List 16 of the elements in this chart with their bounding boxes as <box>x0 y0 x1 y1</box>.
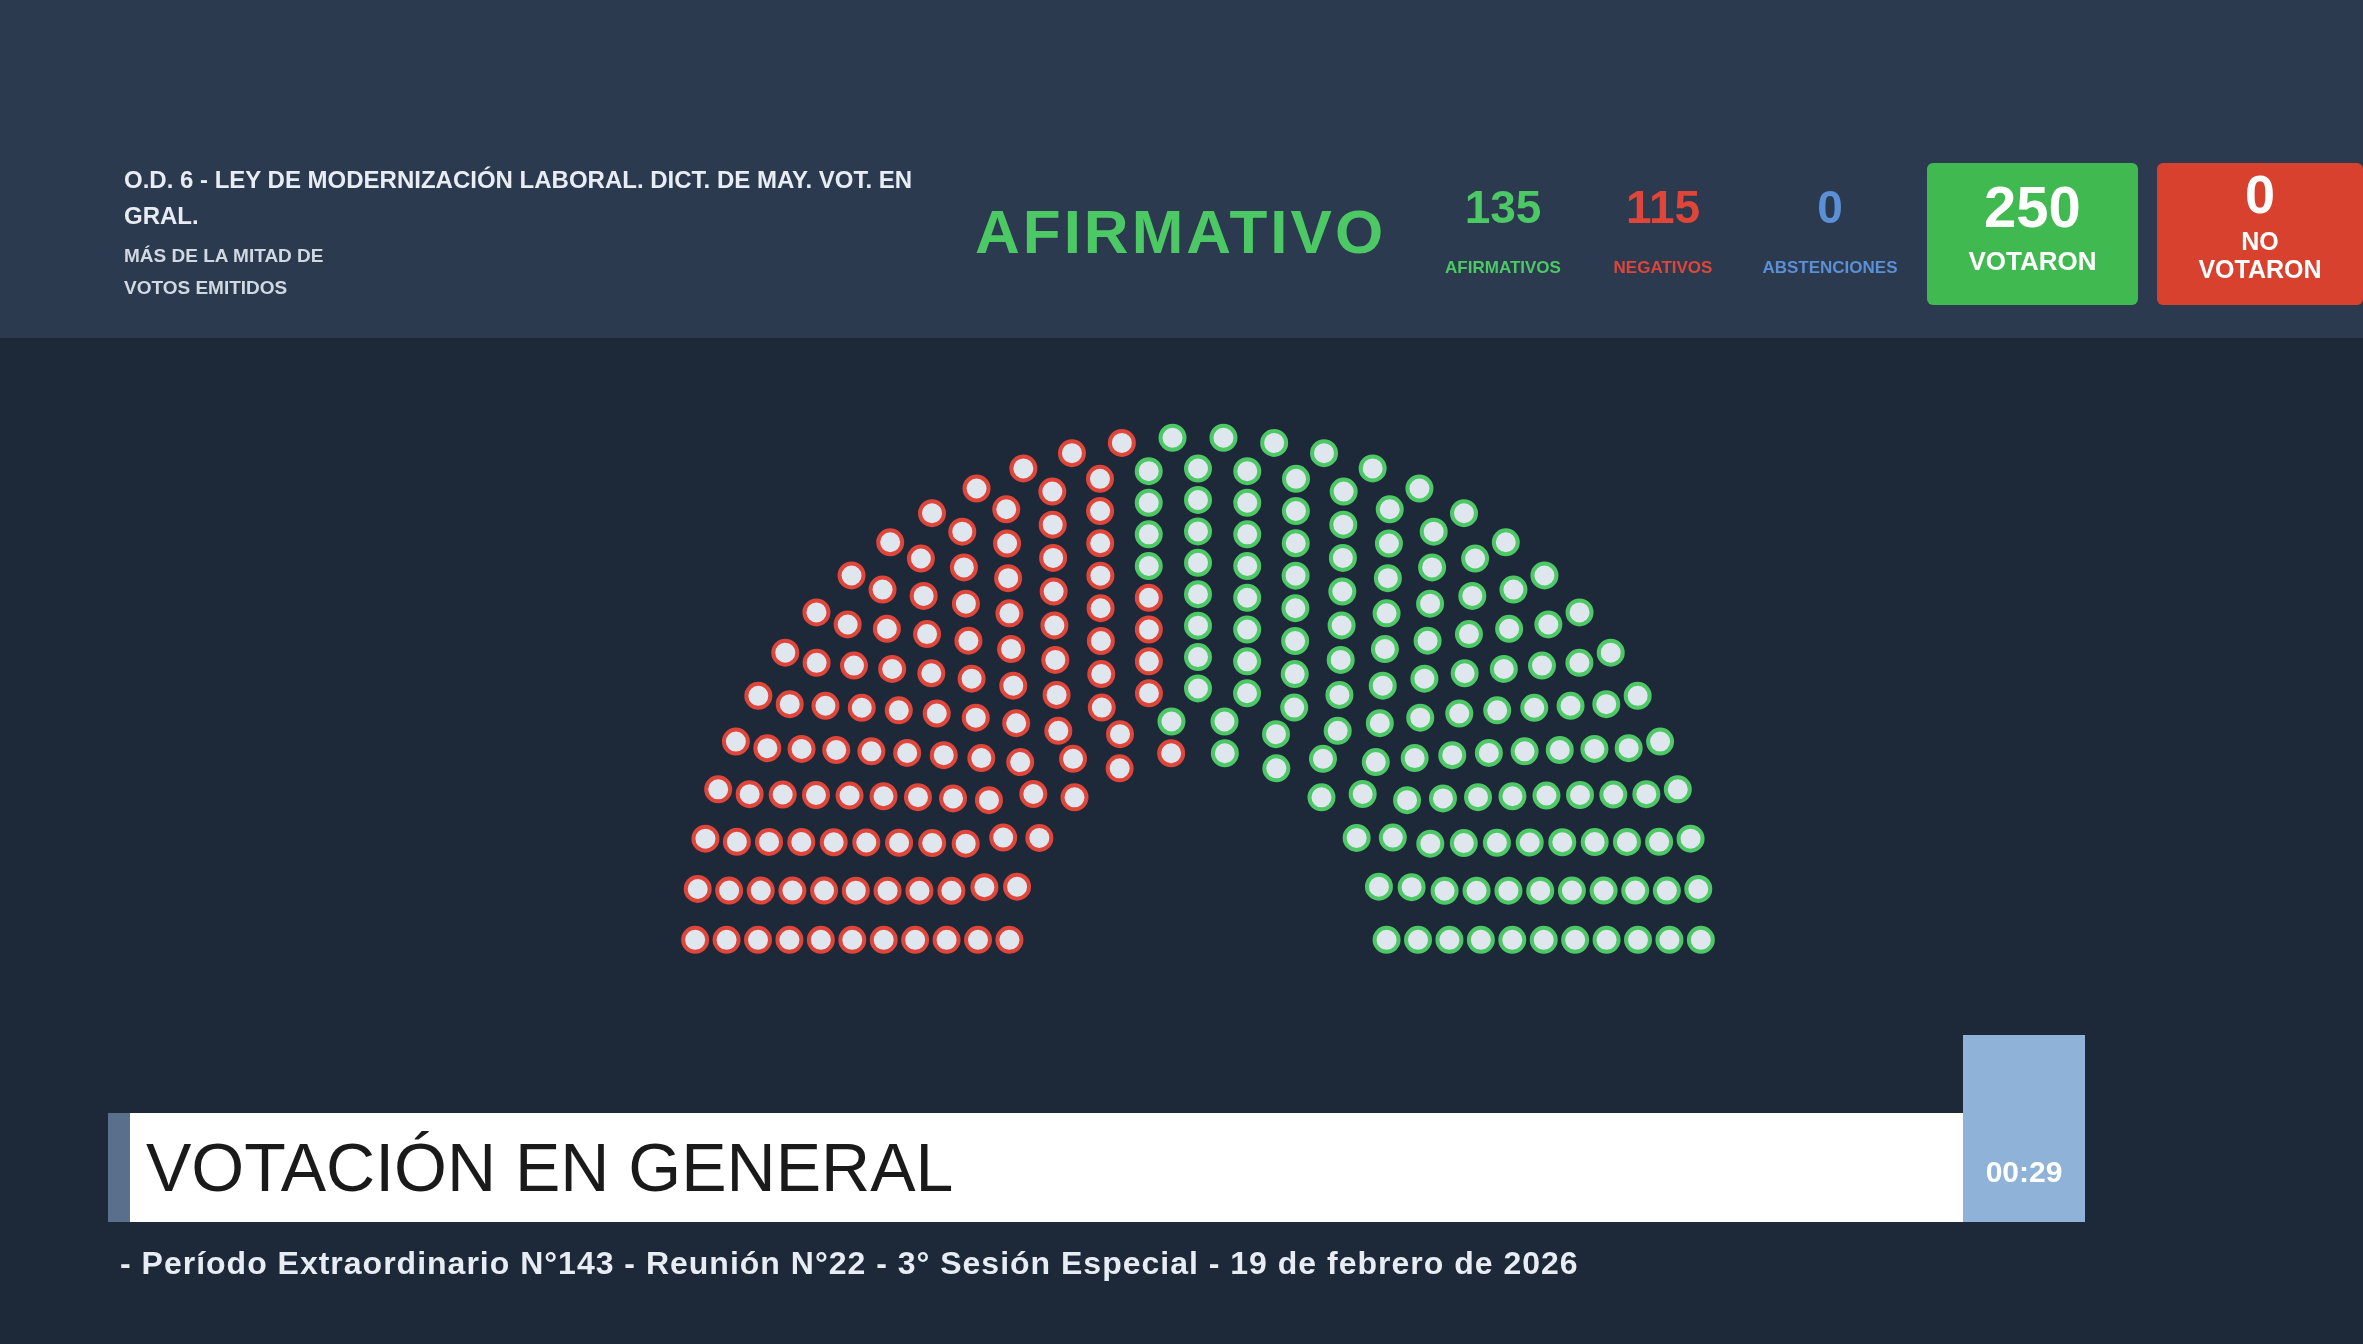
category-label: NEGATIVOS <box>1612 258 1714 278</box>
text: MÁS DE LA MITAD DE VOTOS EMITIDOS <box>124 244 325 300</box>
data-label: 135 <box>1463 180 1543 234</box>
text: 0 <box>2243 163 2276 225</box>
text: AFIRMATIVO <box>975 196 1387 267</box>
text: NO VOTARON <box>2197 227 2323 283</box>
data-label: 115 <box>1624 180 1702 234</box>
text: 00:29 <box>1984 1155 2064 1189</box>
data-label: 0 <box>1816 180 1844 234</box>
category-label: AFIRMATIVOS <box>1444 258 1562 278</box>
text: - Período Extraordinario N°143 - Reunión N°22 - 3° Sesión Especial - 19 de febrero de 2026 <box>120 1245 1579 1282</box>
text: VOTARON <box>1967 246 2098 277</box>
category-label: ABSTENCIONES <box>1761 258 1899 278</box>
text: O.D. 6 - LEY DE MODERNIZACIÓN LABORAL. DICT. DE MAY. VOT. EN GRAL. <box>124 165 914 231</box>
text: 250 <box>1983 173 2082 240</box>
text: VOTACIÓN EN GENERAL <box>130 1113 1965 1222</box>
